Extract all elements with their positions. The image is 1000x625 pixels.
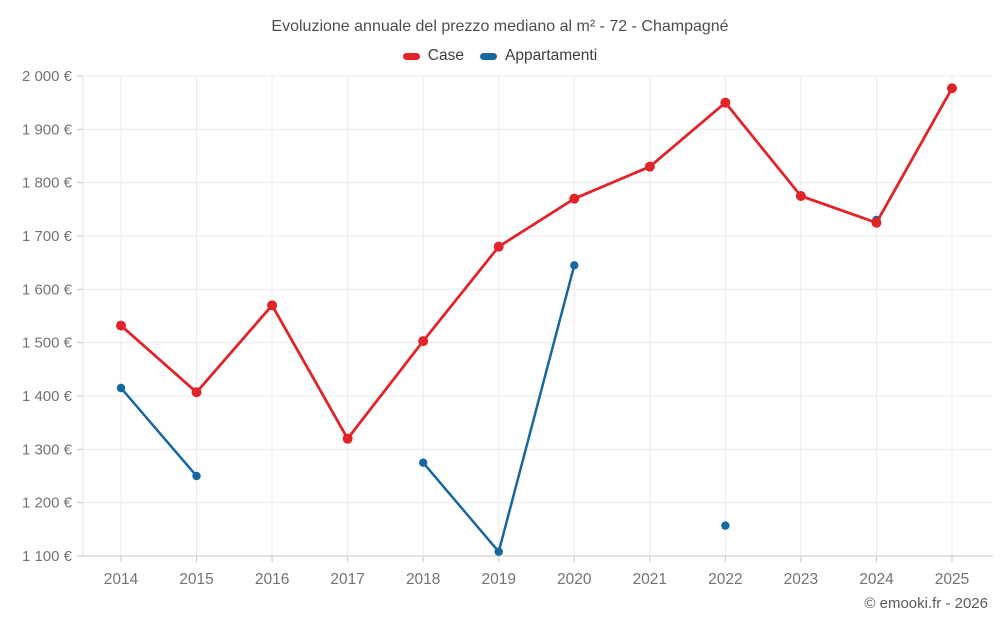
x-axis-label: 2018 xyxy=(406,571,440,588)
case-point-2024[interactable] xyxy=(871,217,882,228)
y-axis-label: 1 500 € xyxy=(22,335,73,352)
y-axis-label: 1 900 € xyxy=(22,121,73,138)
case-point-2020[interactable] xyxy=(569,193,580,204)
case-point-2014[interactable] xyxy=(116,320,126,331)
x-axis-label: 2015 xyxy=(179,571,213,588)
appartamenti-point-2022[interactable] xyxy=(721,521,730,530)
case-point-2016[interactable] xyxy=(267,300,278,311)
y-axis-label: 1 300 € xyxy=(22,441,73,458)
x-axis-label: 2025 xyxy=(935,571,969,588)
appartamenti-point-2018[interactable] xyxy=(418,458,428,467)
legend: Case Appartamenti xyxy=(0,47,1000,65)
case-point-2022[interactable] xyxy=(720,97,731,108)
case-point-2025[interactable] xyxy=(946,83,957,94)
case-point-2023[interactable] xyxy=(795,191,806,201)
y-axis-label: 1 700 € xyxy=(22,228,73,245)
legend-label: Appartamenti xyxy=(504,47,598,64)
case-point-2017[interactable] xyxy=(342,433,353,444)
x-axis-label: 2016 xyxy=(255,571,289,588)
appartamenti-point-2020[interactable] xyxy=(570,261,579,270)
y-axis-label: 1 800 € xyxy=(22,175,73,192)
case-swatch-icon xyxy=(402,52,420,60)
chart-title: Evoluzione annuale del prezzo mediano al… xyxy=(271,18,729,35)
appartamenti-series-line xyxy=(119,386,198,478)
legend-label: Case xyxy=(427,47,464,64)
x-axis-label: 2019 xyxy=(481,571,515,588)
appartamenti-point-2015[interactable] xyxy=(192,471,201,481)
y-axis-label: 1 100 € xyxy=(22,548,73,565)
appartamenti-point-2014[interactable] xyxy=(116,383,126,393)
case-point-2019[interactable] xyxy=(493,241,504,252)
legend-item-appartamenti[interactable]: Appartamenti xyxy=(479,47,598,65)
y-axis-label: 1 400 € xyxy=(22,388,73,405)
y-axis-label: 1 600 € xyxy=(22,281,73,298)
x-axis-label: 2024 xyxy=(859,571,894,588)
x-axis-label: 2022 xyxy=(708,571,742,588)
y-axis-label: 2 000 € xyxy=(22,68,73,85)
appartamenti-swatch-icon xyxy=(479,52,497,60)
x-axis-label: 2021 xyxy=(633,571,667,588)
case-series-line xyxy=(119,86,954,441)
y-axis-label: 1 200 € xyxy=(22,495,73,512)
legend-item-case[interactable]: Case xyxy=(402,47,464,65)
case-point-2021[interactable] xyxy=(644,161,655,172)
x-axis-label: 2014 xyxy=(104,571,139,588)
case-point-2015[interactable] xyxy=(191,387,202,398)
x-axis-label: 2017 xyxy=(330,571,364,588)
x-axis-label: 2020 xyxy=(557,571,592,588)
case-point-2018[interactable] xyxy=(418,336,429,347)
copyright: © emooki.fr - 2026 xyxy=(864,595,988,612)
appartamenti-point-2019[interactable] xyxy=(494,547,503,556)
x-axis-label: 2023 xyxy=(784,571,818,588)
